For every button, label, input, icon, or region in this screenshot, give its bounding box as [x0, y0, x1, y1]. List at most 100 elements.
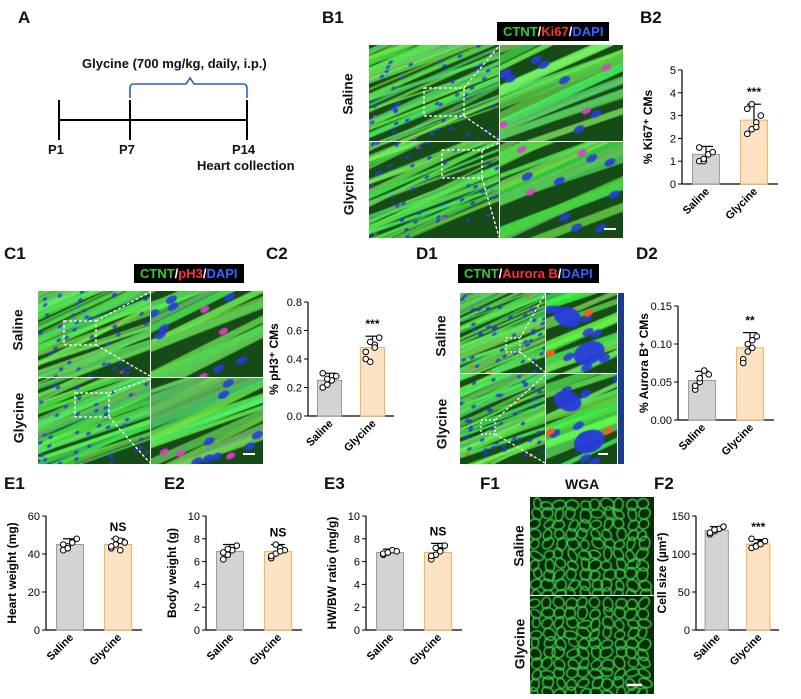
- x-tick-label: Saline: [677, 422, 708, 453]
- x-tick-label: Saline: [691, 632, 722, 663]
- panel-label-d1: D1: [416, 244, 438, 263]
- chart-e2: 0 2 4 6 8 10 Body weight (g) Saline Glycine NS: [165, 511, 302, 669]
- bar-glycine: [424, 551, 452, 631]
- data-point: [362, 348, 370, 356]
- legend-segment: CTNT: [140, 266, 175, 281]
- data-point: [224, 545, 232, 553]
- data-point: [441, 542, 449, 549]
- y-axis-label: % Ki67⁺ CMs: [641, 89, 655, 164]
- legend-segment: /: [498, 266, 503, 281]
- data-point: [748, 100, 756, 108]
- chart-c2: 0.0 0.2 0.4 0.6 0.8 % pH3⁺ CMs Saline Glycine **…: [267, 297, 394, 454]
- data-point: [276, 548, 284, 555]
- legend-segment: Aurora B: [502, 266, 558, 281]
- bar-glycine: [746, 543, 771, 631]
- data-point: [375, 334, 383, 341]
- data-point: [332, 372, 340, 380]
- significance-label: ***: [747, 85, 761, 99]
- data-point: [384, 549, 392, 556]
- micrograph-f1-glycine: [529, 595, 655, 695]
- legend-segment: DAPI: [572, 24, 604, 39]
- y-tick-label: 2: [194, 602, 200, 614]
- bar-saline: [376, 551, 404, 631]
- data-point: [706, 529, 714, 537]
- row-label-glycine-d1: Glycine: [433, 398, 450, 450]
- row-label-glycine-c1: Glycine: [10, 392, 27, 444]
- legend-segment: /: [174, 266, 179, 281]
- wga-label: WGA: [565, 476, 600, 492]
- bar-glycine: [264, 550, 292, 631]
- y-tick-label: 4: [670, 88, 676, 100]
- y-tick-label: 6: [194, 557, 200, 569]
- y-tick-label: 40: [28, 549, 40, 561]
- treatment-bracket: [129, 76, 248, 98]
- legend-segment: pH3: [178, 266, 203, 281]
- x-tick-label: Glycine: [720, 422, 757, 459]
- data-point: [743, 130, 751, 138]
- data-point: [107, 543, 115, 550]
- micrograph-c1-glycine-zoom: [150, 377, 264, 465]
- y-tick-label: 150: [672, 511, 690, 523]
- micrograph-c1-saline-overview: [37, 290, 151, 378]
- micrograph-c1-saline-zoom: [150, 290, 264, 378]
- y-tick-label: 6: [354, 557, 360, 569]
- panel-label-e3: E3: [324, 474, 345, 493]
- y-axis-label: % Aurora B⁺ CMs: [637, 313, 651, 413]
- data-point: [436, 548, 444, 555]
- data-point: [757, 540, 764, 548]
- heart-collection-label: Heart collection: [197, 158, 295, 173]
- y-tick-label: 10: [188, 511, 200, 523]
- legend-segment: DAPI: [206, 266, 238, 281]
- legend-segment: /: [537, 24, 542, 39]
- y-tick-label: 2: [354, 602, 360, 614]
- bar-saline: [216, 550, 244, 631]
- micrograph-b1-saline-zoom: [499, 44, 624, 142]
- micrograph-c1-glycine-overview: [37, 377, 151, 465]
- bar-saline: [688, 379, 716, 421]
- data-point: [427, 552, 435, 560]
- chart-e3: 0 2 4 6 8 10 HW/BW ratio (mg/g) Saline Glycine NS: [325, 511, 462, 668]
- panel-label-c1: C1: [4, 244, 26, 263]
- x-tick-label: Glycine: [728, 632, 765, 669]
- data-point: [700, 155, 708, 163]
- chart-d2: 0.00 0.05 0.10 0.15% Aurora B⁺ CMs Saline Gly…: [637, 301, 774, 459]
- y-tick-label: 100: [672, 549, 690, 561]
- data-point: [366, 338, 374, 346]
- timeline-label-p14: P14: [232, 142, 256, 157]
- y-tick-label: 3: [670, 111, 676, 123]
- data-point: [393, 548, 401, 555]
- data-point: [700, 367, 708, 374]
- y-axis-label: Body weight (g): [165, 528, 179, 618]
- bar-saline: [56, 544, 84, 631]
- x-tick-label: Glycine: [248, 632, 285, 669]
- panel-label-b2: B2: [640, 8, 662, 27]
- panel-label-e2: E2: [164, 474, 185, 493]
- y-tick-label: 0.0: [287, 411, 302, 423]
- y-tick-label: 0.05: [651, 377, 672, 389]
- data-point: [761, 537, 769, 545]
- significance-label: **: [745, 314, 755, 328]
- row-label-saline-b1: Saline: [339, 73, 356, 115]
- y-tick-label: 8: [354, 534, 360, 546]
- y-tick-label: 60: [28, 511, 40, 523]
- data-point: [691, 382, 699, 390]
- x-tick-label: Glycine: [88, 632, 125, 669]
- data-point: [59, 541, 67, 548]
- data-point: [121, 539, 129, 546]
- y-tick-label: 0: [670, 179, 676, 191]
- x-tick-label: Saline: [365, 632, 396, 663]
- micrograph-b1-glycine-overview: [368, 141, 500, 239]
- data-point: [112, 535, 120, 543]
- treatment-label: Glycine (700 mg/kg, daily, i.p.): [82, 56, 267, 71]
- data-point: [757, 112, 765, 119]
- micrograph-d1-saline-overview: [459, 292, 546, 374]
- data-point: [711, 526, 718, 533]
- x-tick-label: Saline: [45, 632, 76, 663]
- micrograph-d1-saline-zoom: [545, 292, 619, 374]
- panel-label-d2: D2: [636, 244, 658, 263]
- y-axis-label: Heart weight (mg): [5, 522, 19, 623]
- y-tick-label: 1: [670, 156, 676, 168]
- y-tick-label: 20: [28, 587, 40, 599]
- panel-label-e1: E1: [4, 474, 25, 493]
